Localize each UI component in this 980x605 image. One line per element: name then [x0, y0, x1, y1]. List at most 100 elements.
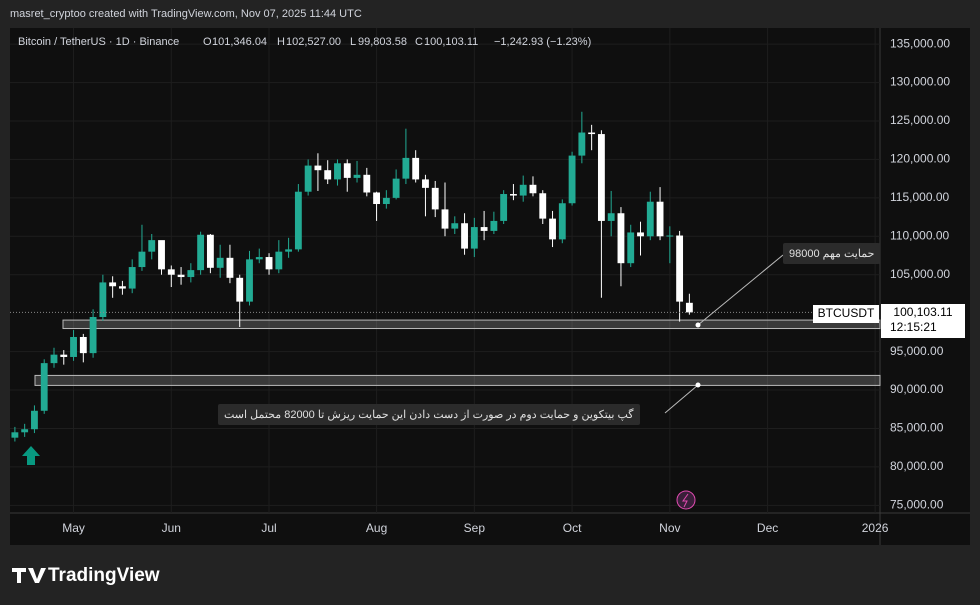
credit: masret_cryptoo created with TradingView.… — [10, 8, 362, 20]
candle-body — [285, 249, 293, 252]
candle-body — [128, 267, 136, 289]
candle-body — [304, 165, 312, 192]
candle-body — [50, 354, 58, 364]
callout: گپ بیتکوین و حمایت دوم در صورت از دست دا… — [218, 404, 640, 425]
candle-body — [167, 269, 175, 275]
price-tag-countdown: 12:15:21 — [890, 320, 937, 334]
candle-body — [480, 227, 488, 231]
x-tick-label: Sep — [464, 521, 486, 535]
candle-body — [70, 336, 77, 357]
y-tick-label: 115,000.00 — [890, 190, 949, 204]
candle-body — [294, 191, 302, 250]
candle-body — [422, 179, 429, 188]
x-tick-label: Nov — [659, 521, 680, 535]
candle-body — [558, 203, 566, 240]
candle-body — [588, 132, 596, 135]
callout-line — [697, 254, 784, 326]
candle-body — [197, 234, 205, 271]
chart-panel — [10, 28, 970, 545]
change: −1,242.93 (−1.23%) — [494, 36, 591, 48]
candle-body — [275, 251, 283, 270]
candle-body — [597, 134, 605, 221]
candle-body — [314, 165, 322, 171]
ohlc-l: L — [350, 36, 356, 48]
ohlc-c: C — [415, 36, 423, 48]
candle-body — [343, 163, 351, 178]
ohlc-h-value: 102,527.00 — [286, 36, 341, 48]
candle-body — [21, 429, 29, 433]
y-tick-label: 80,000.00 — [890, 459, 944, 473]
candle-body — [392, 178, 400, 198]
candle-body — [617, 213, 625, 264]
candle-body — [666, 235, 674, 237]
candle-body — [549, 218, 556, 240]
candle-body — [226, 257, 234, 278]
candle-body — [11, 432, 19, 438]
x-tick-label: Jul — [261, 521, 276, 535]
candle-body — [109, 282, 117, 287]
candle-body — [373, 192, 380, 205]
candle-body — [158, 240, 165, 270]
candle-body — [578, 132, 586, 156]
candle-body — [431, 187, 439, 210]
candle-body — [441, 209, 449, 229]
candle-body — [519, 184, 527, 196]
y-tick-label: 130,000.00 — [890, 75, 950, 89]
y-tick-label: 85,000.00 — [890, 421, 944, 435]
candle-body — [470, 227, 478, 249]
candle-body — [255, 257, 263, 260]
logo-text: TradingView — [48, 565, 160, 586]
ohlc-o: O — [203, 36, 212, 48]
candle-body — [40, 363, 48, 411]
ohlc-l-value: 99,803.58 — [358, 36, 407, 48]
candle-body — [539, 193, 547, 219]
up-arrow — [22, 446, 40, 465]
candle-body — [138, 251, 146, 268]
candle-body — [382, 197, 390, 205]
support-zone — [62, 319, 881, 330]
candle-body — [89, 317, 97, 354]
candle-body — [627, 232, 635, 264]
callout-anchor — [695, 322, 701, 328]
y-tick-label: 120,000.00 — [890, 152, 950, 166]
x-tick-label: Aug — [366, 521, 387, 535]
candle-body — [568, 155, 576, 204]
candle-body — [637, 232, 644, 237]
x-tick-label: 2026 — [862, 521, 889, 535]
price-tag — [881, 304, 965, 338]
candle-body — [334, 163, 341, 180]
support-zone — [34, 374, 881, 386]
candle-body — [510, 194, 517, 196]
y-tick-label: 75,000.00 — [890, 497, 944, 511]
candle-body — [529, 184, 537, 194]
callout-line — [664, 384, 699, 414]
candle-body — [353, 174, 361, 178]
candle-body — [500, 194, 508, 221]
grid — [10, 28, 880, 513]
candle-body — [31, 410, 38, 430]
candle-body — [118, 286, 126, 289]
candle-body — [148, 240, 156, 252]
candle-body — [461, 223, 468, 249]
symbol-tag-text: BTCUSDT — [818, 306, 875, 320]
logo-mark — [12, 568, 46, 583]
y-tick-label: 90,000.00 — [890, 382, 944, 396]
candle-body — [607, 213, 615, 221]
callout: حمایت مهم 98000 — [783, 243, 881, 264]
y-tick-label: 105,000.00 — [890, 267, 950, 281]
candle-body — [412, 157, 420, 180]
callout-anchor — [695, 382, 701, 388]
x-tick-label: Dec — [757, 521, 778, 535]
candle-body — [265, 257, 273, 270]
ohlc-h: H — [277, 36, 285, 48]
candle-body — [236, 277, 244, 302]
candle-body — [490, 220, 498, 231]
candle-body — [99, 282, 107, 318]
symbol-tag — [813, 305, 879, 323]
candle-body — [216, 257, 224, 268]
event-icon[interactable] — [676, 490, 696, 510]
price-tag-value: 100,103.11 — [893, 305, 952, 319]
candle-body — [402, 157, 410, 179]
candle-body — [685, 302, 693, 313]
